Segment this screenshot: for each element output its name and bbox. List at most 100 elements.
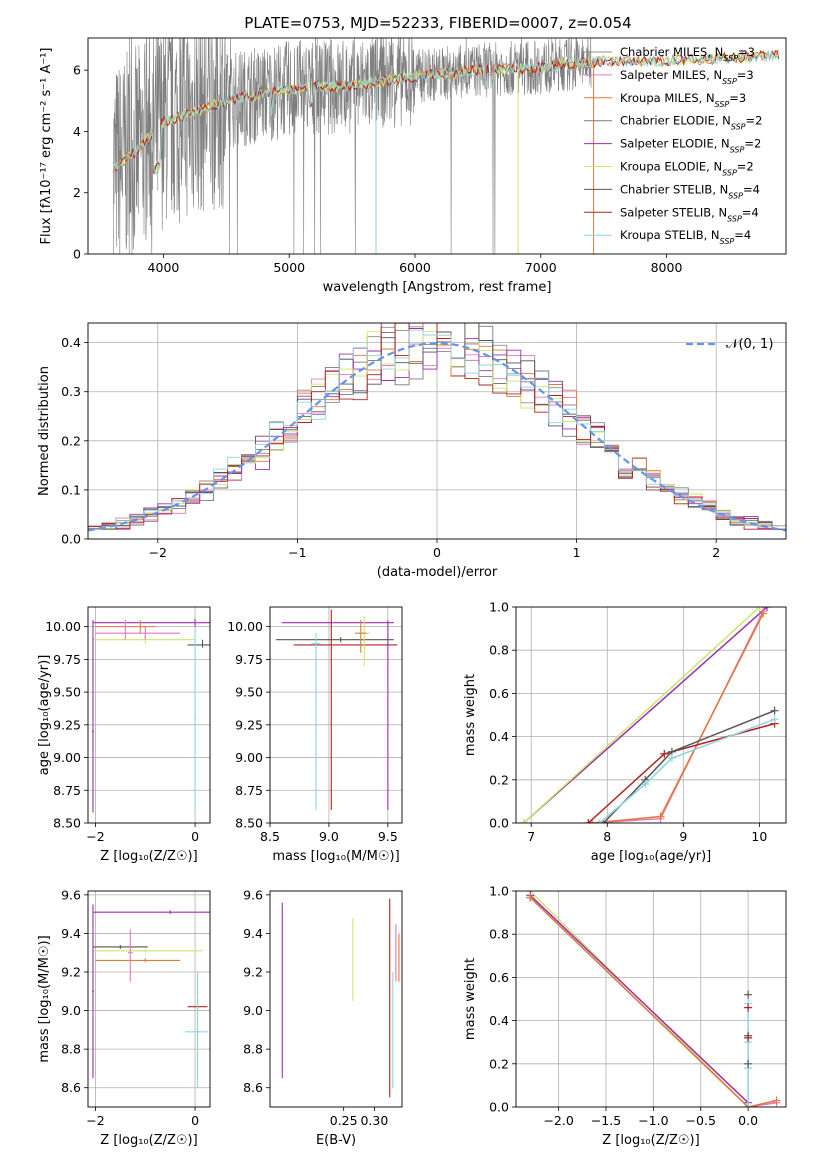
legend-label: Kroupa MILES, NSSP=3	[620, 91, 746, 109]
y-tick-label: 0.0	[61, 532, 81, 547]
mass-weight-marker	[744, 1059, 753, 1068]
residual-histogram	[88, 323, 786, 530]
y-tick-label: 9.4	[61, 926, 81, 941]
y-tick-label: 0.0	[489, 1100, 509, 1115]
x-tick-label: 0.0	[738, 1113, 758, 1128]
x-tick-label: −1.5	[591, 1113, 621, 1128]
x-tick-label: 9.5	[378, 829, 398, 844]
y-tick-label: 9.50	[53, 685, 81, 700]
y-tick-label: 0.0	[489, 816, 509, 831]
x-tick-label: −2	[86, 829, 104, 844]
normal-curve	[88, 342, 786, 532]
y-tick-label: 9.0	[243, 1003, 263, 1018]
mass-vs-metallicity-panel: −2 0 8.6 8.8 9.0 9.2 9.4 9.6 Z [log₁₀(Z/Z☉)] mass…	[37, 887, 211, 1148]
plot-content	[516, 891, 786, 1107]
legend-label: 𝒩(0, 1)	[726, 337, 773, 352]
y-tick-label: 0.2	[61, 433, 81, 448]
y-tick-label: 0.6	[489, 970, 509, 985]
mass-weight-marker	[770, 706, 779, 715]
y-tick-label: 9.25	[235, 717, 263, 732]
legend-label: Salpeter ELODIE, NSSP=2	[620, 137, 761, 155]
mass-weight-line	[602, 710, 775, 823]
plot-area	[88, 323, 786, 539]
plot-area	[112, 38, 780, 254]
age-vs-mass-panel: 8.5 9.0 9.5 8.50 8.75 9.00 9.25 9.50 9.75 10.00 ma…	[227, 606, 403, 864]
x-axis-label: wavelength [Angstrom, rest frame]	[323, 280, 552, 295]
x-tick-label: 5000	[273, 260, 305, 275]
y-tick-label: 10.00	[45, 619, 81, 634]
x-tick-label: 8	[603, 829, 611, 844]
y-tick-label: 8.50	[235, 816, 263, 831]
x-axis-label: mass [log₁₀(M/M☉)]	[272, 849, 399, 864]
x-tick-label: −1.0	[638, 1113, 668, 1128]
x-tick-label: 1	[573, 545, 581, 560]
mass-vs-ebv-panel: 0.25 0.30 8.6 8.8 9.0 9.2 9.4 9.6 E(B-V)	[243, 887, 403, 1148]
y-tick-label: 0.4	[489, 1013, 509, 1028]
y-tick-label: 9.4	[243, 926, 263, 941]
mass-weight-line	[529, 894, 749, 1104]
x-tick-label: −2.0	[543, 1113, 573, 1128]
y-tick-label: 0.8	[489, 927, 509, 942]
plot-content	[270, 607, 402, 823]
mass-weight-marker	[755, 607, 764, 611]
model-spectrum-line	[112, 50, 780, 174]
figure-title: PLATE=0753, MJD=52233, FIBERID=0007, z=0…	[244, 14, 631, 32]
y-tick-label: 0.2	[489, 772, 509, 787]
y-tick-label: 1.0	[489, 884, 509, 899]
mass-weight-line	[523, 607, 760, 823]
y-axis-label: mass weight	[463, 674, 478, 756]
y-tick-label: 1.0	[489, 600, 509, 615]
y-tick-label: 9.25	[53, 717, 81, 732]
x-tick-label: −2	[86, 1113, 104, 1128]
y-tick-label: 9.0	[61, 1003, 81, 1018]
y-tick-label: 8.8	[61, 1042, 81, 1057]
y-tick-label: 6	[73, 63, 81, 78]
mass-weight-marker	[770, 715, 779, 724]
y-tick-label: 0.3	[61, 384, 81, 399]
x-tick-label: 8.5	[260, 829, 280, 844]
mass-weight-marker	[656, 812, 665, 821]
x-axis-label: E(B-V)	[316, 1133, 356, 1148]
plot-content	[112, 38, 780, 254]
axes-frame	[87, 606, 211, 824]
x-axis-label: Z [log₁₀(Z/Z☉)]	[100, 1133, 197, 1148]
mass-weight-marker	[744, 1033, 753, 1042]
y-axis-label: age [log₁₀(age/yr)]	[37, 655, 52, 776]
y-tick-label: 0.2	[489, 1056, 509, 1071]
y-tick-label: 9.2	[61, 965, 81, 980]
axes-frame	[269, 890, 403, 1108]
spectrum-panel: 4000 5000 6000 7000 8000 0 2 4 6 wavelength [Angs…	[39, 37, 787, 295]
y-tick-label: 0.6	[489, 686, 509, 701]
mass-weight-marker	[584, 819, 593, 823]
y-axis-label: Flux [fλ10⁻¹⁷ erg cm⁻² s⁻¹ A⁻¹]	[39, 48, 54, 245]
plot-area	[88, 891, 210, 1107]
plot-area	[516, 891, 786, 1107]
x-tick-label: 0	[433, 545, 441, 560]
y-tick-label: 8.50	[53, 816, 81, 831]
legend-label: Salpeter MILES, NSSP=3	[620, 68, 754, 86]
y-tick-label: 8.8	[243, 1042, 263, 1057]
y-tick-label: 9.6	[243, 887, 263, 902]
legend-label: Chabrier MILES, NSSP=3	[620, 45, 755, 63]
age-vs-metallicity-panel: −2 0 8.50 8.75 9.00 9.25 9.50 9.75 10.00 Z [log₁₀…	[37, 606, 211, 864]
y-axis-label: mass weight	[463, 958, 478, 1040]
y-tick-label: 9.75	[53, 652, 81, 667]
mass-weight-line	[599, 718, 775, 823]
axes-frame	[515, 606, 787, 824]
x-tick-label: 0.25	[330, 1113, 358, 1128]
axes-frame	[515, 890, 787, 1108]
x-tick-label: −2	[149, 545, 167, 560]
legend-label: Kroupa STELIB, NSSP=4	[620, 228, 751, 246]
y-tick-label: 8.6	[243, 1080, 263, 1095]
axes-frame	[87, 322, 787, 540]
y-tick-label: 8.75	[235, 783, 263, 798]
legend-label: Salpeter STELIB, NSSP=4	[620, 205, 759, 223]
x-tick-label: 0.30	[360, 1113, 388, 1128]
mass-weight-line	[592, 613, 764, 823]
x-tick-label: 6000	[399, 260, 431, 275]
mass-weight-line	[523, 607, 768, 823]
mass-weight-marker	[526, 893, 535, 902]
y-tick-label: 0	[73, 247, 81, 262]
mass-weight-marker	[660, 749, 669, 758]
y-tick-label: 9.50	[235, 685, 263, 700]
